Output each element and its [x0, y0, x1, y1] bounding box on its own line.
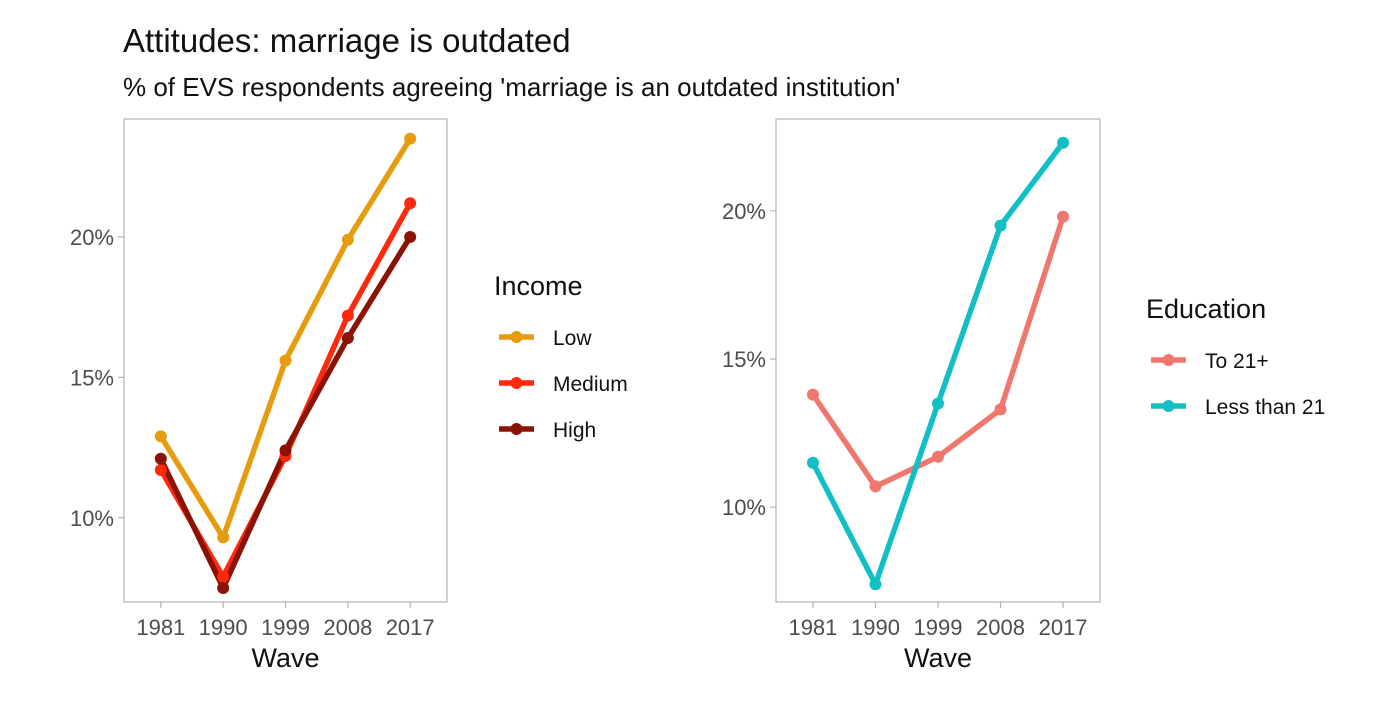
data-point [994, 219, 1007, 232]
data-point [341, 309, 354, 322]
data-point [404, 132, 417, 145]
legend-label: Low [553, 327, 592, 350]
data-point [806, 388, 819, 401]
data-point [279, 354, 292, 367]
data-point [404, 230, 417, 243]
data-point [994, 403, 1007, 416]
chart-panel-1: 10% 15% 20% 1981 1990 1999 2008 2017 Wave Income L… [70, 118, 628, 673]
legend-label: Less than 21 [1205, 396, 1325, 419]
data-point [341, 332, 354, 345]
legend-label: Medium [553, 373, 628, 396]
data-point [932, 397, 944, 410]
y-tick-label: 10% [70, 506, 114, 531]
x-tick-label: 2017 [386, 615, 435, 640]
series-line-medium [158, 200, 413, 580]
chart-title: Attitudes: marriage is outdated [123, 22, 571, 59]
legend-key-point [1162, 354, 1175, 366]
data-point [217, 531, 230, 544]
data-point [279, 444, 292, 457]
x-tick-label: 1999 [261, 615, 310, 640]
series-line-high [158, 234, 413, 591]
legend-title: Education [1146, 294, 1266, 324]
y-tick-label: 15% [722, 347, 766, 372]
x-tick-label: 1981 [788, 615, 837, 640]
series-line-less-than-21 [810, 139, 1066, 587]
data-point [404, 197, 417, 210]
x-axis-title: Wave [904, 643, 972, 673]
legend: Education To 21+ Less than 21 [1146, 294, 1325, 419]
x-tick-label: 1999 [914, 615, 963, 640]
legend-key-point [1162, 400, 1175, 412]
x-axis-title: Wave [251, 643, 319, 673]
legend-key-point [510, 423, 523, 435]
x-tick-label: 2008 [976, 615, 1025, 640]
data-point [154, 452, 167, 465]
data-point [932, 450, 944, 463]
data-point [217, 581, 230, 594]
x-tick-label: 2008 [323, 615, 372, 640]
legend-key-point [510, 331, 523, 343]
series-line-to-21- [810, 214, 1066, 490]
legend: Income Low Medium High [494, 271, 628, 442]
data-point [154, 464, 167, 477]
data-point [806, 456, 819, 469]
data-point [1057, 136, 1070, 149]
data-point [869, 578, 882, 591]
data-point [1057, 210, 1070, 223]
x-tick-label: 1981 [136, 615, 185, 640]
x-tick-label: 2017 [1039, 615, 1088, 640]
legend-label: To 21+ [1205, 350, 1269, 373]
legend-title: Income [494, 271, 583, 301]
x-tick-label: 1990 [851, 615, 900, 640]
data-point [341, 233, 354, 246]
x-tick-label: 1990 [199, 615, 248, 640]
chart-subtitle: % of EVS respondents agreeing 'marriage … [123, 72, 901, 102]
data-point [217, 570, 230, 583]
chart-panel-2: 10% 15% 20% 1981 1990 1999 2008 2017 Wave Educati… [722, 118, 1325, 673]
y-tick-label: 15% [70, 365, 114, 390]
data-point [869, 480, 882, 493]
legend-label: High [553, 419, 596, 442]
series-line-low [158, 135, 413, 541]
y-tick-label: 20% [722, 199, 766, 224]
plot-panel-border [775, 118, 1101, 603]
data-point [154, 430, 167, 443]
legend-key-point [510, 377, 523, 389]
y-tick-label: 10% [722, 495, 766, 520]
y-tick-label: 20% [70, 225, 114, 250]
